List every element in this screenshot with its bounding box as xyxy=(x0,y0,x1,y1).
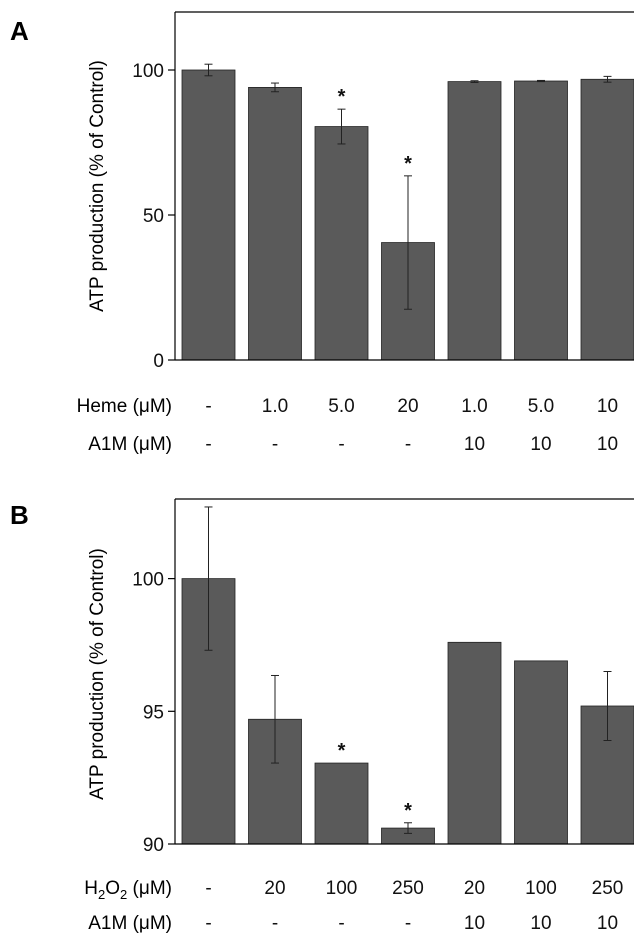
panel-a-bar-7 xyxy=(580,78,634,361)
panel-a-error-bar-1 xyxy=(204,63,213,77)
panel-a-condition-1-value-7: 10 xyxy=(597,396,618,417)
panel-b-error-bar-2 xyxy=(271,674,279,764)
panel-a-significance-markers: ** xyxy=(338,86,413,175)
panel-b-condition-2-value-2: - xyxy=(272,913,278,934)
panel-a-condition-1-value-1: - xyxy=(205,396,211,417)
panel-a-bar-1 xyxy=(181,69,236,361)
panel-b-condition-2-value-3: - xyxy=(338,913,344,934)
panel-a-y-tick-label-1: 0 xyxy=(153,351,164,372)
h2o2-label-sub1: 2 xyxy=(98,887,105,902)
panel-a-ylabel: ATP production (% of Control) xyxy=(87,60,108,312)
panel-a-y-tick-label-3: 100 xyxy=(132,61,164,82)
panel-b-a1m-values: - - - - 10 10 10 xyxy=(205,913,618,934)
panel-a-a1m-values: - - - - 10 10 10 xyxy=(205,434,618,455)
panel-b-significance-markers: ** xyxy=(338,740,413,822)
panel-b-letter: B xyxy=(10,500,29,530)
panel-a-condition-2-value-5: 10 xyxy=(464,434,485,455)
h2o2-label-sub2: 2 xyxy=(120,887,127,902)
panel-b-condition-label-h2o2: H2O2 (μM) xyxy=(84,878,172,902)
panel-b-bar-6 xyxy=(514,660,568,845)
panel-a-condition-label-a1m: A1M (μM) xyxy=(88,434,172,455)
panel-a-heme-values: - 1.0 5.0 20 1.0 5.0 10 xyxy=(205,396,618,417)
panel-a-condition-2-value-2: - xyxy=(272,434,278,455)
panel-b-condition-1-value-7: 250 xyxy=(592,878,624,899)
panel-b-condition-2-value-7: 10 xyxy=(597,913,618,934)
panel-b-y-tick-label-1: 90 xyxy=(143,835,164,856)
panel-a-letter: A xyxy=(10,16,29,46)
panel-b-significance-star-4: * xyxy=(404,800,412,822)
panel-b-condition-2-value-1: - xyxy=(205,913,211,934)
panel-b-error-bar-1 xyxy=(204,506,213,651)
panel-b-condition-label-a1m: A1M (μM) xyxy=(88,913,172,934)
panel-b-bar-3 xyxy=(314,762,369,845)
panel-a-significance-star-3: * xyxy=(338,86,346,108)
panel-b-bar-5 xyxy=(447,641,502,845)
panel-a-condition-2-value-7: 10 xyxy=(597,434,618,455)
panel-a-error-bar-7 xyxy=(603,75,612,83)
panel-b-y-tick-label-3: 100 xyxy=(132,570,164,591)
panel-a-error-bars xyxy=(204,63,612,310)
panel-b-significance-star-3: * xyxy=(338,740,346,762)
panel-a-condition-2-value-6: 10 xyxy=(530,434,551,455)
panel-b-condition-1-value-1: - xyxy=(205,878,211,899)
panel-b-error-bar-4 xyxy=(404,822,412,834)
panel-a-error-bar-4 xyxy=(404,175,412,310)
panel-a-error-bar-6 xyxy=(537,79,545,83)
panel-a-condition-2-value-1: - xyxy=(205,434,211,455)
h2o2-label-unit: (μM) xyxy=(127,878,172,899)
panel-a-condition-label-heme: Heme (μM) xyxy=(77,396,172,417)
panel-a-bar-2 xyxy=(248,87,302,361)
panel-b-condition-2-value-5: 10 xyxy=(464,913,485,934)
panel-b-condition-1-value-4: 250 xyxy=(392,878,424,899)
panel-a-condition-1-value-5: 1.0 xyxy=(461,396,487,417)
panel-b-condition-2-value-6: 10 xyxy=(530,913,551,934)
panel-a-significance-star-4: * xyxy=(404,153,412,175)
panel-b-condition-2-value-4: - xyxy=(405,913,411,934)
panel-a-condition-1-value-2: 1.0 xyxy=(262,396,288,417)
panel-b: B ATP production (% of Control) ** 90951… xyxy=(10,498,634,934)
panel-b-h2o2-values: - 20 100 250 20 100 250 xyxy=(205,878,623,899)
panel-a-condition-1-value-3: 5.0 xyxy=(328,396,354,417)
panel-a-bar-6 xyxy=(514,80,568,361)
panel-a-condition-1-value-4: 20 xyxy=(397,396,418,417)
panel-b-ylabel: ATP production (% of Control) xyxy=(87,548,108,800)
panel-b-condition-1-value-2: 20 xyxy=(264,878,285,899)
panel-a-condition-2-value-3: - xyxy=(338,434,344,455)
panel-b-condition-1-value-3: 100 xyxy=(326,878,358,899)
panel-a-y-ticks: 0 50 100 xyxy=(132,61,175,372)
panel-a-bar-3 xyxy=(314,126,369,361)
panel-a-condition-2-value-4: - xyxy=(405,434,411,455)
panel-a-error-bar-2 xyxy=(271,82,279,93)
panel-b-y-axis-label: ATP production (% of Control) xyxy=(87,548,108,800)
h2o2-label-h: H xyxy=(84,878,98,899)
panel-a-error-bar-5 xyxy=(470,80,479,83)
panel-b-error-bars xyxy=(204,506,612,834)
panel-a-bar-5 xyxy=(447,81,502,361)
panel-b-condition-1-value-6: 100 xyxy=(525,878,557,899)
panel-a-y-axis-label: ATP production (% of Control) xyxy=(87,60,108,312)
panel-b-condition-1-value-5: 20 xyxy=(464,878,485,899)
panel-b-y-ticks: 90 95 100 xyxy=(132,570,175,856)
panel-a-bars xyxy=(181,69,634,361)
panel-a-error-bar-3 xyxy=(337,108,346,145)
h2o2-label-o: O xyxy=(105,878,120,899)
panel-b-error-bar-7 xyxy=(603,671,612,741)
panel-a-y-tick-label-2: 50 xyxy=(143,206,164,227)
panel-b-y-tick-label-2: 95 xyxy=(143,702,164,723)
panel-a: A ATP production (% of Control) ** 05010… xyxy=(10,11,634,455)
panel-a-condition-1-value-6: 5.0 xyxy=(528,396,554,417)
